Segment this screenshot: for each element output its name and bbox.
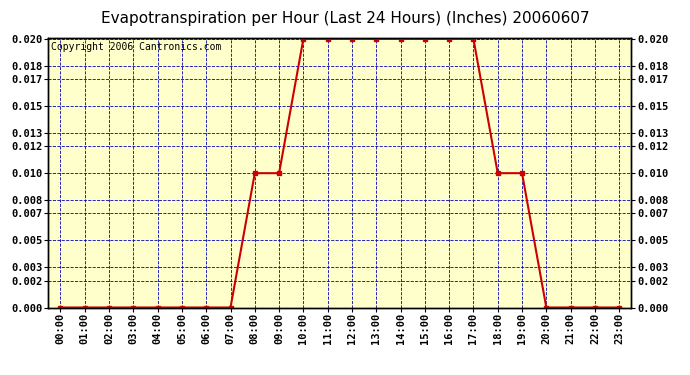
Text: Copyright 2006 Cantronics.com: Copyright 2006 Cantronics.com [51,42,221,51]
Text: Evapotranspiration per Hour (Last 24 Hours) (Inches) 20060607: Evapotranspiration per Hour (Last 24 Hou… [101,11,589,26]
